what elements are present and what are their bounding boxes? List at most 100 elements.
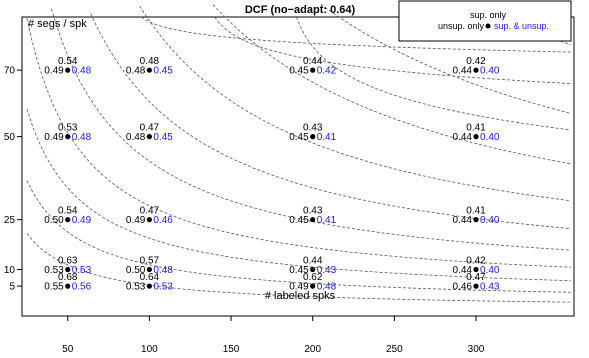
sup-only-label: 0.47 bbox=[140, 123, 160, 134]
sup-unsup-label: 0.48 bbox=[72, 66, 92, 77]
contour-line bbox=[26, 18, 571, 268]
sup-only-label: 0.47 bbox=[466, 272, 486, 283]
unsup-only-label: 0.44 bbox=[453, 66, 473, 77]
unsup-only-label: 0.44 bbox=[453, 215, 473, 226]
unsup-only-label: 0.44 bbox=[453, 265, 473, 276]
sup-only-label: 0.44 bbox=[303, 56, 323, 67]
sup-unsup-label: 0.45 bbox=[153, 132, 173, 143]
legend-unsup-only: unsup. only bbox=[438, 21, 485, 31]
contour-line bbox=[90, 13, 571, 229]
sup-only-label: 0.62 bbox=[303, 272, 323, 283]
y-tick-label: 70 bbox=[4, 66, 16, 77]
data-point bbox=[146, 217, 152, 223]
unsup-only-label: 0.53 bbox=[44, 265, 64, 276]
data-point bbox=[65, 266, 71, 273]
sup-only-label: 0.63 bbox=[58, 255, 78, 266]
data-point bbox=[310, 266, 316, 273]
data-point bbox=[310, 67, 316, 73]
contour-line bbox=[26, 180, 571, 293]
y-axis: 5 10 25 50 70 bbox=[4, 66, 22, 293]
unsup-only-label: 0.49 bbox=[289, 282, 309, 293]
contour-line bbox=[51, 8, 571, 251]
sup-only-label: 0.41 bbox=[466, 123, 486, 134]
sup-only-label: 0.44 bbox=[303, 255, 323, 266]
y-tick-label: 5 bbox=[9, 282, 15, 293]
x-tick-label: 200 bbox=[304, 344, 321, 355]
sup-only-label: 0.47 bbox=[140, 206, 160, 217]
contour-lines bbox=[26, 3, 573, 303]
sup-only-label: 0.53 bbox=[58, 123, 78, 134]
contour-line bbox=[26, 108, 571, 282]
unsup-only-label: 0.53 bbox=[126, 282, 146, 293]
data-point bbox=[65, 217, 71, 223]
x-tick-label: 150 bbox=[223, 344, 240, 355]
sup-only-label: 0.64 bbox=[140, 272, 160, 283]
sup-only-label: 0.43 bbox=[303, 206, 323, 217]
sup-only-label: 0.42 bbox=[466, 255, 486, 266]
chart-title: DCF (no−adapt: 0.64) bbox=[245, 4, 356, 16]
data-point bbox=[310, 134, 316, 140]
data-point bbox=[146, 283, 152, 289]
contour-line bbox=[212, 4, 571, 165]
sup-unsup-label: 0.48 bbox=[72, 132, 92, 143]
sup-unsup-label: 0.40 bbox=[480, 132, 500, 143]
x-axis: 50 100 150 200 250 300 bbox=[62, 315, 485, 355]
sup-unsup-label: 0.56 bbox=[72, 282, 92, 293]
unsup-only-label: 0.45 bbox=[289, 132, 309, 143]
unsup-only-label: 0.49 bbox=[126, 215, 146, 226]
sup-unsup-label: 0.48 bbox=[153, 265, 173, 276]
y-tick-label: 10 bbox=[4, 265, 16, 276]
data-point bbox=[310, 217, 316, 223]
unsup-only-label: 0.46 bbox=[453, 282, 473, 293]
data-point bbox=[146, 266, 152, 273]
data-point bbox=[310, 283, 316, 289]
data-point bbox=[65, 134, 71, 140]
sup-only-label: 0.43 bbox=[303, 123, 323, 134]
y-axis-label: # segs / spk bbox=[28, 18, 87, 30]
sup-unsup-label: 0.43 bbox=[480, 282, 500, 293]
unsup-only-label: 0.55 bbox=[44, 282, 64, 293]
sup-unsup-label: 0.45 bbox=[153, 66, 173, 77]
legend-box bbox=[398, 0, 572, 42]
x-tick-label: 300 bbox=[468, 344, 485, 355]
data-point bbox=[473, 134, 479, 140]
unsup-only-label: 0.50 bbox=[44, 215, 64, 226]
y-tick-label: 25 bbox=[4, 215, 16, 226]
y-tick-label: 50 bbox=[4, 132, 16, 143]
data-point bbox=[473, 67, 479, 73]
sup-only-label: 0.48 bbox=[140, 56, 160, 67]
data-point bbox=[473, 283, 479, 289]
sup-only-label: 0.41 bbox=[466, 206, 486, 217]
contour-line bbox=[26, 233, 571, 303]
legend-sup-unsup: sup. & unsup. bbox=[494, 21, 549, 31]
sup-unsup-label: 0.48 bbox=[317, 282, 337, 293]
sup-unsup-label: 0.40 bbox=[480, 215, 500, 226]
legend: sup. only unsup. only sup. & unsup. bbox=[398, 0, 572, 42]
sup-only-label: 0.42 bbox=[466, 56, 486, 67]
unsup-only-label: 0.44 bbox=[453, 132, 473, 143]
contour-line bbox=[296, 16, 571, 131]
sup-only-label: 0.54 bbox=[58, 206, 78, 217]
sup-unsup-label: 0.42 bbox=[317, 66, 337, 77]
unsup-only-label: 0.48 bbox=[126, 66, 146, 77]
sup-unsup-label: 0.43 bbox=[317, 265, 337, 276]
contour-line bbox=[140, 16, 573, 53]
data-point bbox=[65, 67, 71, 73]
data-point bbox=[65, 283, 71, 289]
x-tick-label: 250 bbox=[386, 344, 403, 355]
x-axis-label: # labeled spks bbox=[265, 290, 336, 302]
data-point bbox=[473, 266, 479, 273]
sup-unsup-label: 0.41 bbox=[317, 215, 337, 226]
unsup-only-label: 0.45 bbox=[289, 265, 309, 276]
unsup-only-label: 0.45 bbox=[289, 215, 309, 226]
sup-unsup-label: 0.53 bbox=[72, 265, 92, 276]
data-points: 0.540.49 0.480.480.48 0.450.440.45 0.420.42… bbox=[44, 56, 500, 292]
sup-only-label: 0.54 bbox=[58, 56, 78, 67]
sup-unsup-label: 0.53 bbox=[153, 282, 173, 293]
unsup-only-label: 0.48 bbox=[126, 132, 146, 143]
sup-unsup-label: 0.40 bbox=[480, 66, 500, 77]
data-point bbox=[146, 67, 152, 73]
data-point bbox=[146, 134, 152, 140]
contour-line bbox=[214, 16, 573, 85]
